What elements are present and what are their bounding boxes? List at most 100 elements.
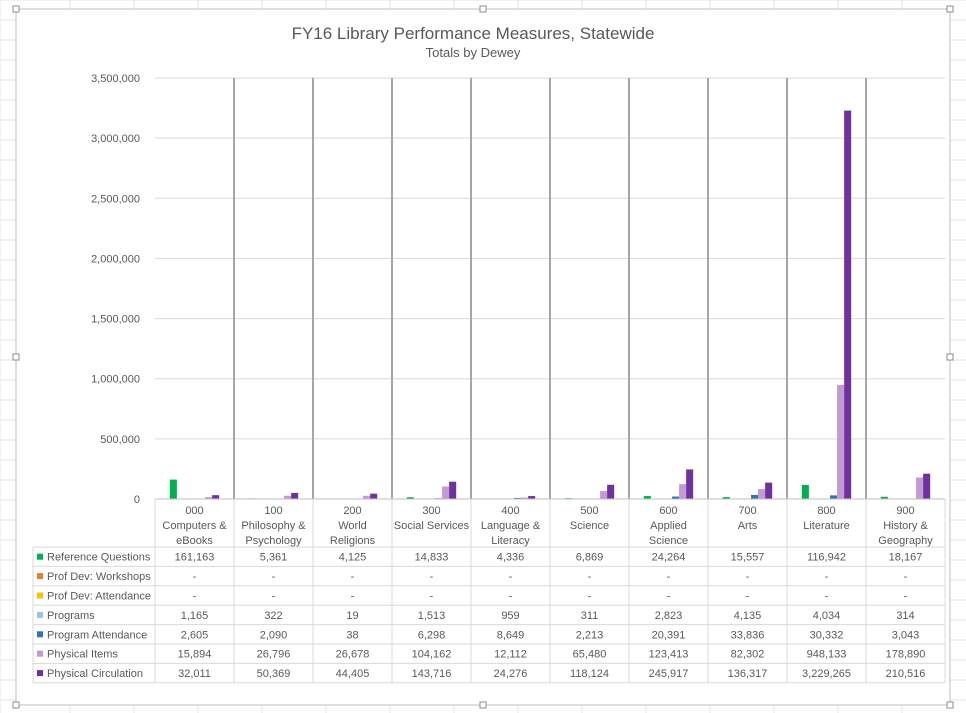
data-label: 32,011 xyxy=(178,668,211,680)
data-label: - xyxy=(667,591,671,603)
data-label: 118,124 xyxy=(570,668,609,680)
data-label: - xyxy=(272,571,276,583)
y-tick-label: 2,000,000 xyxy=(91,253,140,265)
data-label: 161,163 xyxy=(175,552,215,564)
data-label: 948,133 xyxy=(807,649,847,661)
series-name: Program Attendance xyxy=(47,629,147,641)
data-label: - xyxy=(430,571,434,583)
data-label: - xyxy=(272,591,276,603)
y-tick-label: 3,000,000 xyxy=(91,133,140,145)
x-tick-label: Arts xyxy=(738,520,758,532)
data-label: - xyxy=(509,571,513,583)
legend-key xyxy=(37,670,43,677)
bar xyxy=(442,486,450,499)
bar xyxy=(765,482,773,499)
bar xyxy=(291,492,299,499)
x-tick-label: 500 xyxy=(580,505,598,517)
x-tick-label: eBooks xyxy=(176,535,213,547)
data-label: 2,213 xyxy=(576,629,604,641)
resize-handle xyxy=(12,5,20,13)
x-tick-label: Social Services xyxy=(394,520,470,532)
data-label: 1,513 xyxy=(418,610,446,622)
data-label: - xyxy=(746,571,750,583)
data-label: 4,336 xyxy=(497,552,525,564)
data-label: 3,043 xyxy=(892,629,920,641)
bar xyxy=(830,495,838,499)
resize-handle xyxy=(479,701,487,709)
resize-handle xyxy=(12,701,20,709)
x-tick-label: Geography xyxy=(878,535,933,547)
bar xyxy=(284,495,292,499)
data-table: 000 Computers & eBooks 100 Philosophy & Psych… xyxy=(32,498,946,684)
data-label: - xyxy=(509,591,513,603)
data-label: 314 xyxy=(896,610,914,622)
data-label: 82,302 xyxy=(731,649,765,661)
data-label: 3,229,265 xyxy=(802,668,851,680)
x-tick-label: 900 xyxy=(896,505,914,517)
bar xyxy=(844,110,852,499)
data-label: 18,167 xyxy=(889,552,923,564)
data-label: 50,369 xyxy=(257,668,291,680)
data-label: 2,605 xyxy=(181,629,209,641)
bar xyxy=(205,497,213,499)
data-label: 44,405 xyxy=(336,668,370,680)
bar xyxy=(169,479,177,499)
series-name: Physical Items xyxy=(47,649,118,661)
data-label: 6,298 xyxy=(418,629,446,641)
bar xyxy=(607,484,615,499)
data-label: 12,112 xyxy=(494,649,527,661)
y-tick-label: 1,000,000 xyxy=(91,374,140,386)
data-label: 959 xyxy=(501,610,519,622)
x-tick-label: 000 xyxy=(185,505,203,517)
legend-key xyxy=(37,650,43,657)
x-tick-label: 700 xyxy=(738,505,756,517)
data-label: - xyxy=(193,571,197,583)
data-label: 20,391 xyxy=(652,629,686,641)
legend-key xyxy=(37,573,43,580)
x-tick-label: Religions xyxy=(330,535,376,547)
resize-handle xyxy=(479,5,487,13)
data-label: 311 xyxy=(581,610,599,622)
data-label: 116,942 xyxy=(807,552,846,564)
x-tick-label: Language & xyxy=(481,520,541,532)
bar xyxy=(643,496,651,499)
bar xyxy=(916,477,924,499)
data-label: - xyxy=(667,571,671,583)
chart-frame[interactable] xyxy=(15,8,951,706)
data-label: 4,135 xyxy=(734,610,762,622)
data-label: 38 xyxy=(346,629,358,641)
resize-handle xyxy=(946,701,954,709)
resize-handle xyxy=(946,353,954,361)
x-tick-label: 100 xyxy=(264,505,282,517)
data-label: - xyxy=(351,591,355,603)
data-label: 24,264 xyxy=(652,552,686,564)
bar xyxy=(923,473,931,499)
data-label: 178,890 xyxy=(886,649,926,661)
bar xyxy=(722,497,730,499)
data-label: - xyxy=(904,591,908,603)
bar xyxy=(600,491,608,499)
data-label: - xyxy=(746,591,750,603)
data-label: - xyxy=(430,591,434,603)
x-tick-label: 600 xyxy=(659,505,677,517)
x-tick-label: Science xyxy=(649,535,688,547)
series-name: Prof Dev: Attendance xyxy=(47,591,151,603)
data-label: 33,836 xyxy=(731,629,765,641)
data-label: 2,823 xyxy=(655,610,683,622)
bar xyxy=(449,481,457,499)
bar xyxy=(528,496,536,499)
data-label: 136,317 xyxy=(728,668,768,680)
plot-area xyxy=(155,77,945,500)
data-label: 24,276 xyxy=(494,668,528,680)
data-label: 6,869 xyxy=(576,552,604,564)
y-tick-label: 500,000 xyxy=(100,434,140,446)
x-tick-label: 400 xyxy=(501,505,519,517)
legend-key xyxy=(37,553,43,560)
bar xyxy=(758,489,766,499)
data-label: 5,361 xyxy=(260,552,288,564)
bar xyxy=(880,496,888,499)
data-label: 15,894 xyxy=(178,649,212,661)
bar xyxy=(679,484,687,499)
data-label: 143,716 xyxy=(412,668,452,680)
